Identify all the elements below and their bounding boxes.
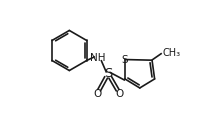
- Text: NH: NH: [90, 53, 105, 63]
- Text: S: S: [104, 67, 112, 80]
- Text: O: O: [116, 89, 124, 99]
- Text: S: S: [122, 55, 128, 65]
- Text: O: O: [93, 89, 101, 99]
- Text: CH₃: CH₃: [162, 48, 181, 58]
